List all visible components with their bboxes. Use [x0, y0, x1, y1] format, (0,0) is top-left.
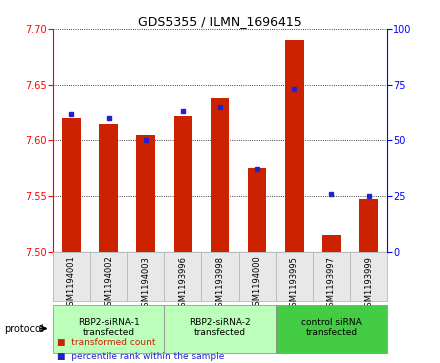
Bar: [99, 124, 118, 252]
Text: GSM1193998: GSM1193998: [216, 256, 224, 312]
Text: GSM1194002: GSM1194002: [104, 256, 113, 311]
Text: protocol: protocol: [4, 323, 44, 334]
Title: GDS5355 / ILMN_1696415: GDS5355 / ILMN_1696415: [138, 15, 302, 28]
Text: GSM1194003: GSM1194003: [141, 256, 150, 311]
Bar: [62, 118, 81, 252]
Text: GSM1194001: GSM1194001: [67, 256, 76, 311]
Text: ■  transformed count: ■ transformed count: [57, 338, 156, 347]
Text: RBP2-siRNA-1
transfected: RBP2-siRNA-1 transfected: [77, 318, 139, 337]
Text: control siRNA
transfected: control siRNA transfected: [301, 318, 362, 337]
Text: RBP2-siRNA-2
transfected: RBP2-siRNA-2 transfected: [189, 318, 251, 337]
Bar: [53, 305, 164, 353]
Bar: [276, 305, 387, 353]
Text: GSM1193997: GSM1193997: [327, 256, 336, 312]
Text: GSM1193996: GSM1193996: [178, 256, 187, 312]
Text: ■  percentile rank within the sample: ■ percentile rank within the sample: [57, 352, 224, 361]
Bar: [285, 40, 304, 252]
Text: GSM1194000: GSM1194000: [253, 256, 262, 311]
Bar: [173, 116, 192, 252]
Bar: [248, 168, 267, 252]
Text: GSM1193995: GSM1193995: [290, 256, 299, 311]
Bar: [211, 98, 229, 252]
Bar: [359, 199, 378, 252]
Bar: [136, 135, 155, 252]
Bar: [164, 305, 276, 353]
Bar: [322, 235, 341, 252]
Text: GSM1193999: GSM1193999: [364, 256, 373, 311]
